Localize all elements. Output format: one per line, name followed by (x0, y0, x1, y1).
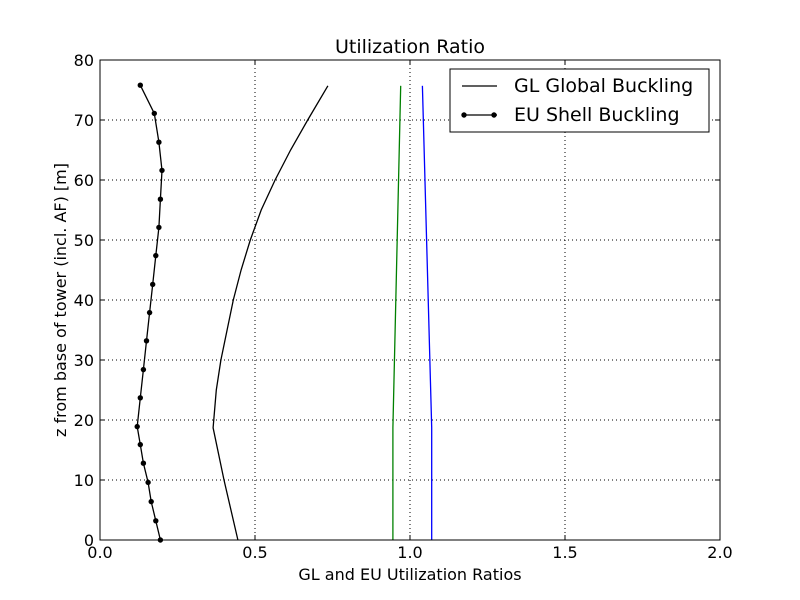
x-axis-label: GL and EU Utilization Ratios (298, 565, 521, 584)
axis-ticks: 0.0 0.5 1.0 1.5 2.0 0 10 20 30 40 50 60 70 80 (74, 51, 733, 562)
y-tick-label: 30 (74, 351, 94, 370)
data-point (140, 460, 147, 466)
x-tick-label: 0.5 (242, 543, 267, 562)
data-point (143, 338, 150, 344)
y-axis-label: z from base of tower (incl. AF) [m] (51, 163, 70, 437)
data-point (156, 224, 162, 231)
data-point (157, 196, 164, 202)
series-line-3 (421, 85, 433, 540)
legend-frame (449, 68, 710, 133)
series-line-2 (392, 85, 402, 540)
data-point (159, 167, 165, 174)
y-tick-label: 40 (74, 291, 94, 310)
data-point (137, 395, 143, 401)
legend-label-gl-global-buckling: GL Global Buckling (514, 75, 693, 97)
y-tick-label: 60 (74, 171, 94, 190)
legend-marker-eu-shell-buckling-right (491, 112, 497, 118)
data-point (156, 139, 162, 145)
data-point (153, 252, 159, 259)
legend-label-eu-shell-buckling: EU Shell Buckling (514, 104, 680, 126)
data-point (153, 518, 159, 524)
data-point (137, 441, 143, 448)
y-tick-label: 20 (74, 411, 94, 430)
data-point (137, 82, 143, 88)
y-tick-label: 50 (74, 231, 94, 250)
x-tick-label: 0.0 (87, 543, 112, 562)
x-tick-label: 1.5 (552, 543, 577, 562)
x-tick-label: 2.0 (707, 543, 732, 562)
data-point (146, 309, 153, 316)
legend-marker-eu-shell-buckling-left (461, 112, 467, 118)
x-tick-label: 1.0 (397, 543, 422, 562)
y-tick-label: 70 (74, 111, 94, 130)
legend: GL Global Buckling EU Shell Buckling (449, 68, 710, 133)
data-point (134, 423, 140, 430)
y-tick-label: 0 (84, 531, 94, 550)
data-point (151, 110, 157, 117)
y-tick-label: 10 (74, 471, 94, 490)
chart-title: Utilization Ratio (335, 36, 485, 58)
plot-series (134, 82, 433, 543)
y-tick-label: 80 (74, 51, 94, 70)
data-point (145, 479, 151, 486)
data-point (150, 281, 156, 288)
data-point (148, 498, 154, 505)
series-line-0 (212, 85, 329, 541)
data-point (140, 366, 147, 373)
